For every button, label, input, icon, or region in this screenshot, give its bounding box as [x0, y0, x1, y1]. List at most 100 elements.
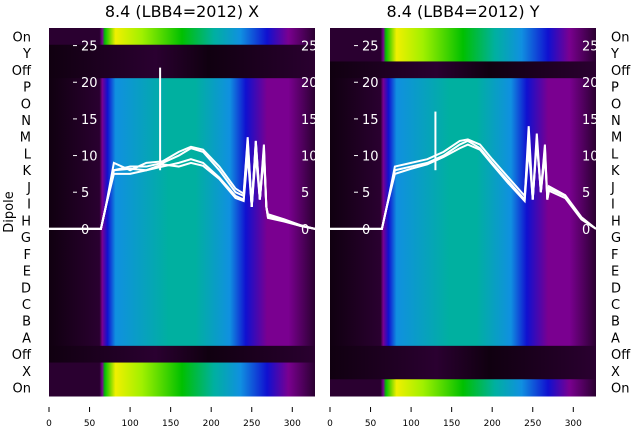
heatmap-row-J: [330, 178, 596, 196]
x-tick-label: 250: [243, 419, 260, 429]
inner-y-tick-label-right: 5: [582, 186, 590, 201]
row-label-right: D: [611, 281, 621, 296]
inner-y-tick-label: 25: [81, 40, 98, 55]
heatmap-row-X: [330, 362, 596, 380]
row-label-left: Off: [12, 64, 32, 79]
row-label-right: P: [611, 81, 619, 96]
row-label-left: G: [21, 231, 31, 246]
x-tick-label: 50: [84, 419, 96, 429]
row-label-right: H: [611, 214, 621, 229]
inner-y-tick-label: 10: [362, 150, 379, 165]
inner-y-tick-label-right: 5: [301, 186, 309, 201]
heatmap-row-A: [330, 329, 596, 347]
panel-title: 8.4 (LBB4=2012) X: [105, 2, 259, 21]
row-label-right: X: [611, 365, 620, 380]
row-label-left: M: [20, 131, 31, 146]
heatmap-row-Off: [330, 61, 596, 79]
inner-y-tick-label: 0: [81, 223, 89, 238]
row-label-right: Y: [610, 47, 619, 62]
heatmap-row-On: [49, 379, 315, 397]
heatmap-row-E: [49, 262, 315, 280]
row-label-left: D: [21, 281, 31, 296]
row-label-left: J: [26, 181, 31, 196]
heatmap-row-N: [330, 111, 596, 129]
inner-y-tick-label: 5: [362, 186, 370, 201]
panel-title: 8.4 (LBB4=2012) Y: [386, 2, 539, 21]
row-label-right: Off: [611, 64, 631, 79]
inner-y-tick-label-right: 10: [301, 150, 318, 165]
row-label-right: I: [611, 198, 615, 213]
heatmap-row-E: [330, 262, 596, 280]
row-label-right: G: [611, 231, 621, 246]
row-label-left: F: [24, 248, 31, 263]
row-label-left: Y: [22, 47, 31, 62]
inner-y-tick-label-right: 15: [301, 113, 318, 128]
series-line-s3: [330, 133, 597, 230]
row-label-left: On: [13, 382, 31, 397]
row-label-left: I: [27, 198, 31, 213]
heatmap-row-B: [330, 312, 596, 330]
row-label-left: L: [24, 147, 32, 162]
heatmap-row-Y: [330, 44, 596, 62]
inner-y-tick-label: 15: [362, 113, 379, 128]
inner-y-tick-label: 10: [81, 150, 98, 165]
heatmap-row-F: [330, 245, 596, 263]
heatmap-row-I: [49, 195, 315, 213]
x-tick-label: 200: [203, 419, 220, 429]
heatmap-row-M: [49, 128, 315, 146]
row-label-right: L: [611, 147, 619, 162]
heatmap-row-N: [49, 111, 315, 129]
series-line-s4: [49, 151, 316, 230]
row-label-left: On: [13, 30, 31, 45]
inner-y-tick-label-right: 25: [582, 40, 599, 55]
inner-y-tick-label-right: 10: [582, 150, 599, 165]
heatmap-row-Y: [49, 44, 315, 62]
heatmap-row-D: [330, 278, 596, 297]
inner-y-tick-label: 20: [362, 76, 379, 91]
inner-y-tick-label: 5: [81, 186, 89, 201]
inner-y-tick-label-right: 0: [582, 223, 590, 238]
row-label-right: F: [611, 248, 618, 263]
x-tick-label: 50: [365, 419, 377, 429]
row-label-right: C: [611, 298, 620, 313]
row-label-left: E: [23, 265, 31, 280]
row-label-right: N: [611, 114, 621, 129]
row-label-left: N: [21, 114, 31, 129]
row-label-left: A: [22, 331, 31, 346]
inner-y-tick-label-right: 25: [301, 40, 318, 55]
inner-y-tick-label-right: 15: [582, 113, 599, 128]
heatmap-row-X: [49, 362, 315, 380]
heatmap-row-On: [49, 28, 315, 46]
heatmap-row-H: [330, 212, 596, 230]
heatmap-row-On: [330, 28, 596, 46]
row-label-left: K: [22, 164, 31, 179]
heatmap-row-C: [330, 295, 596, 313]
heatmap-row-C: [49, 295, 315, 313]
row-label-left: B: [22, 315, 31, 330]
row-label-right: On: [611, 382, 629, 397]
heatmap-row-On: [330, 379, 596, 397]
x-tick-label: 0: [327, 419, 333, 429]
heatmap-row-Off: [330, 345, 596, 364]
x-tick-label: 150: [162, 419, 179, 429]
row-label-left: C: [22, 298, 31, 313]
heatmap-row-G: [330, 228, 596, 246]
x-tick-label: 200: [484, 419, 501, 429]
row-label-left: Off: [12, 348, 32, 363]
x-tick-label: 300: [284, 419, 301, 429]
inner-y-tick-label: 20: [81, 76, 98, 91]
heatmap-row-P: [330, 78, 596, 96]
inner-y-tick-label: 0: [362, 223, 370, 238]
x-tick-label: 300: [565, 419, 582, 429]
heatmap-row-B: [49, 312, 315, 330]
heatmap-row-A: [49, 329, 315, 347]
x-tick-label: 250: [524, 419, 541, 429]
x-tick-label: 100: [122, 419, 139, 429]
heatmap-row-H: [49, 212, 315, 230]
inner-y-tick-label: 15: [81, 113, 98, 128]
row-label-right: J: [610, 181, 615, 196]
x-tick-label: 100: [403, 419, 420, 429]
heatmap-row-Off: [49, 345, 315, 364]
inner-y-tick-label: 25: [362, 40, 379, 55]
row-label-right: K: [611, 164, 620, 179]
